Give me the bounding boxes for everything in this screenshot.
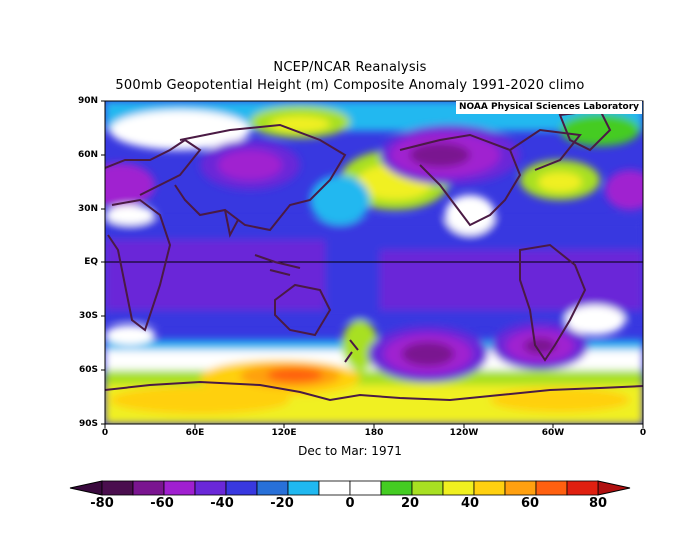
colorbar-label: 80 bbox=[588, 496, 608, 511]
colorbar-label: 20 bbox=[400, 496, 420, 511]
colorbar-swatch bbox=[101, 480, 134, 496]
colorbar-swatch bbox=[287, 480, 320, 496]
colorbar-swatch bbox=[504, 480, 537, 496]
lon-label-120e: 120E bbox=[271, 428, 297, 438]
colorbar-swatch bbox=[194, 480, 227, 496]
lat-label-30n: 30N bbox=[77, 204, 98, 214]
colorbar-swatch bbox=[411, 480, 444, 496]
colorbar-over-arrow bbox=[597, 480, 631, 496]
colorbar-label: 0 bbox=[345, 496, 355, 511]
colorbar-under-arrow bbox=[69, 480, 103, 496]
colorbar-swatch bbox=[535, 480, 568, 496]
credit-label: NOAA Physical Sciences Laboratory bbox=[456, 101, 642, 114]
map-subtitle: 500mb Geopotential Height (m) Composite … bbox=[115, 78, 585, 93]
lat-label-60s: 60S bbox=[78, 365, 98, 375]
colorbar-swatch bbox=[225, 480, 258, 496]
colorbar-label: 40 bbox=[460, 496, 480, 511]
colorbar-swatch bbox=[442, 480, 475, 496]
lon-label-180: 180 bbox=[364, 428, 384, 438]
colorbar-label: -60 bbox=[150, 496, 174, 511]
colorbar-swatch bbox=[349, 480, 382, 496]
lon-label-120w: 120W bbox=[449, 428, 479, 438]
colorbar-swatch bbox=[473, 480, 506, 496]
colorbar-swatch bbox=[256, 480, 289, 496]
axis-ticks bbox=[101, 100, 644, 428]
colorbar-label: -40 bbox=[210, 496, 234, 511]
lon-label-0: 0 bbox=[101, 428, 109, 438]
colorbar-swatch bbox=[380, 480, 413, 496]
lon-label-60e: 60E bbox=[185, 428, 205, 438]
anomaly-field bbox=[105, 101, 643, 424]
lat-label-90n: 90N bbox=[77, 96, 98, 106]
colorbar-swatch bbox=[132, 480, 165, 496]
lat-label-eq: EQ bbox=[84, 257, 98, 267]
lat-label-60n: 60N bbox=[77, 150, 98, 160]
lon-label-60w: 60W bbox=[541, 428, 565, 438]
lon-label-0-right: 0 bbox=[639, 428, 647, 438]
colorbar-swatch bbox=[318, 480, 351, 496]
period-label: Dec to Mar: 1971 bbox=[298, 444, 402, 458]
colorbar-swatch bbox=[163, 480, 196, 496]
colorbar-label: -20 bbox=[270, 496, 294, 511]
colorbar-label: 60 bbox=[520, 496, 540, 511]
colorbar-label: -80 bbox=[90, 496, 114, 511]
lat-label-90s: 90S bbox=[78, 419, 98, 429]
lat-label-30s: 30S bbox=[78, 311, 98, 321]
map-title: NCEP/NCAR Reanalysis bbox=[273, 60, 427, 75]
colorbar bbox=[69, 480, 631, 496]
colorbar-swatch bbox=[566, 480, 599, 496]
